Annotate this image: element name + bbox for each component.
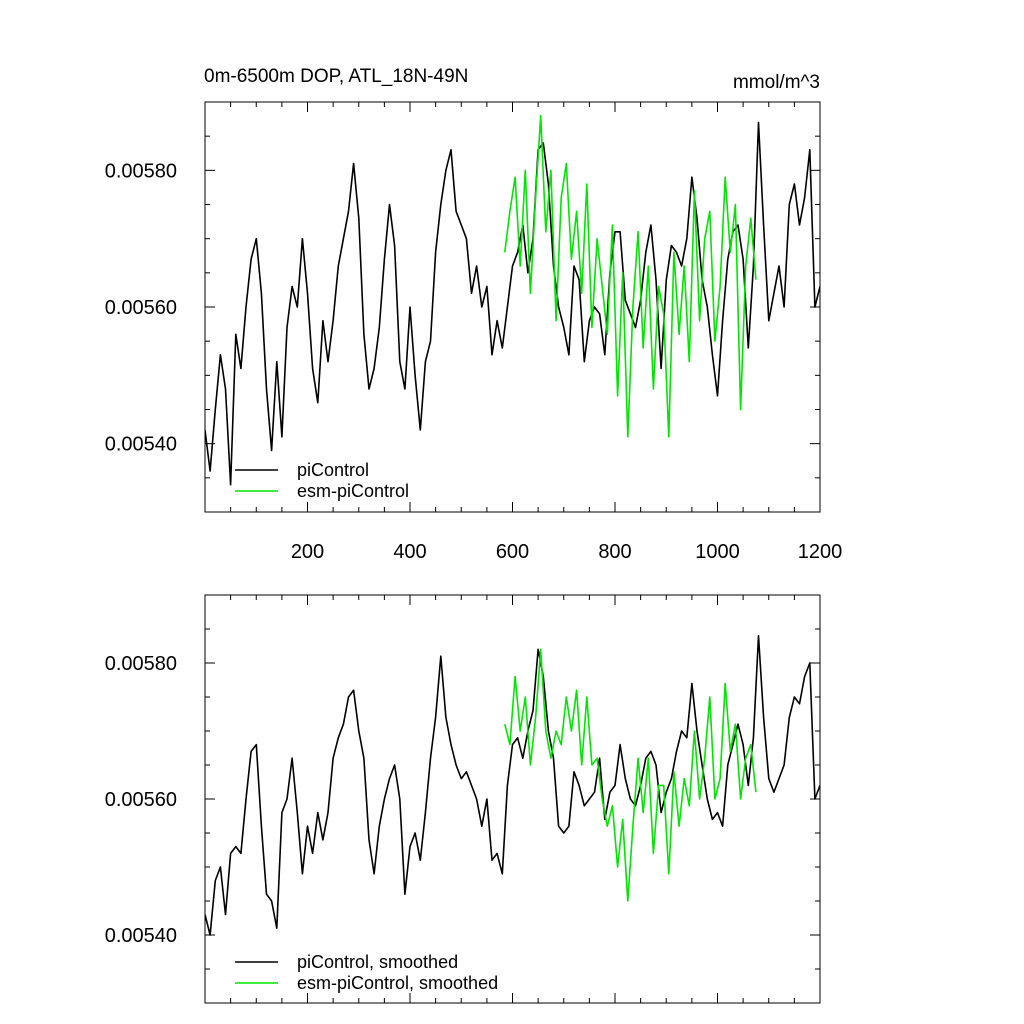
x-tick-label: 1000 — [695, 541, 740, 563]
plot-frame — [204, 594, 821, 1004]
x-tick-label: 600 — [496, 541, 529, 563]
picontrol-line — [205, 634, 820, 936]
x-tick-label: 800 — [598, 541, 631, 563]
legend-label: esm-piControl — [297, 481, 409, 501]
y-tick-label: 0.00560 — [105, 789, 177, 811]
bottom-panel: 0.00540 0.00560 0.00580 piControl, smoothed… — [105, 594, 821, 1004]
picontrol-line — [205, 121, 820, 486]
legend-label: piControl — [297, 460, 369, 480]
legend-label: piControl, smoothed — [297, 952, 458, 972]
esm-picontrol-line — [504, 114, 757, 438]
x-tick-label: 400 — [393, 541, 426, 563]
units-label: mmol/m^3 — [733, 72, 820, 93]
y-tick-label: 0.00580 — [105, 160, 177, 182]
y-tick-label: 0.00580 — [105, 653, 177, 675]
y-tick-label: 0.00560 — [105, 297, 177, 319]
y-tick-label: 0.00540 — [105, 925, 177, 947]
legend-label: esm-piControl, smoothed — [297, 973, 498, 993]
x-tick-label: 1200 — [798, 541, 843, 563]
x-tick-label: 200 — [291, 541, 324, 563]
y-tick-label: 0.00540 — [105, 434, 177, 456]
esm-picontrol-line — [504, 648, 757, 902]
chart-title: 0m-6500m DOP, ATL_18N-49N — [204, 66, 468, 87]
top-panel: 200 400 600 800 1000 1200 0.00540 0.00560 0.0058… — [105, 101, 843, 563]
